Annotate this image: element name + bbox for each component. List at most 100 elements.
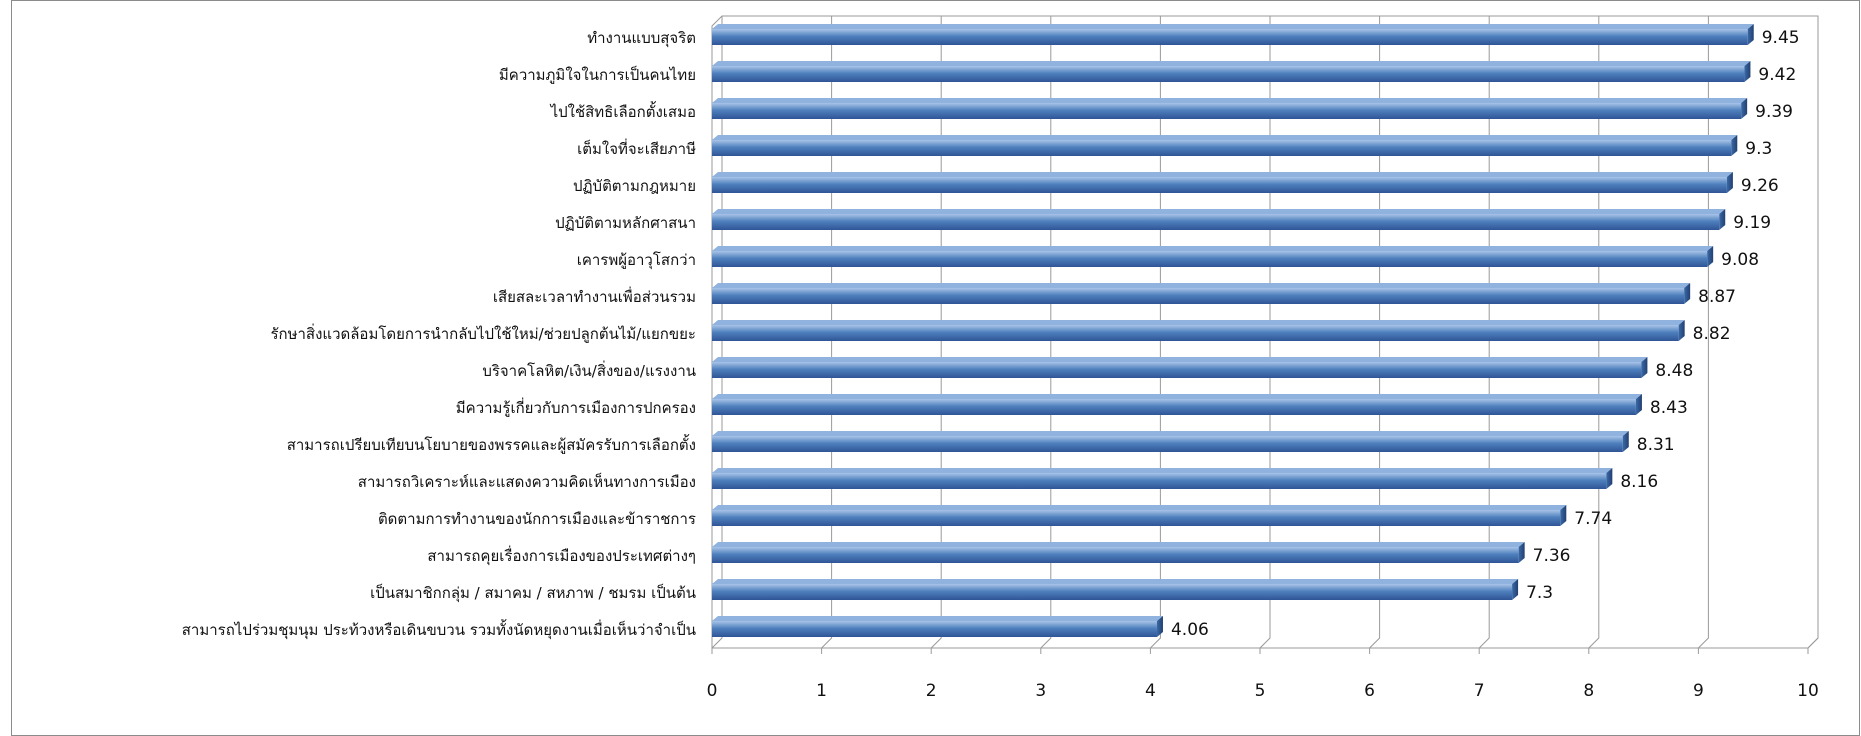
bar-group: 9.45 [712,24,1800,48]
bar-top [712,616,1163,621]
category-label: สามารถคุยเรื่องการเมืองของประเทศต่างๆ [427,545,696,566]
bar-group: 9.26 [712,172,1779,196]
x-tick-label: 4 [1145,681,1156,701]
bar-group: 9.3 [712,135,1772,159]
bar-group: 8.87 [712,283,1736,307]
bar-end [1707,246,1714,267]
category-label: สามารถวิเคราะห์และแสดงความคิดเห็นทางการเ… [358,472,696,491]
x-axis-ticks: 0 1 2 3 4 5 6 7 8 9 10 [707,648,1819,701]
x-tick-label: 3 [1035,681,1046,701]
data-label: 7.3 [1526,583,1553,603]
bar-top [712,98,1748,103]
x-tick-label: 8 [1583,681,1594,701]
category-label: สามารถเปรียบเทียบนโยบายของพรรคและผู้สมัค… [287,434,696,454]
data-label: 9.26 [1741,176,1779,196]
bar [712,214,1720,230]
category-label: เสียสละเวลาทำงานเพื่อส่วนรวม [493,286,696,306]
bar-top [712,505,1567,510]
bar [712,399,1636,415]
bars: 9.45 9.42 9.39 9.3 9.26 9.19 9.08 8.87 8.82 8.48 8… [712,24,1800,640]
category-label: สามารถไปร่วมชุมนุม ประท้วงหรือเดินขบวน ร… [182,619,696,640]
bar [712,288,1685,304]
bar-group: 9.19 [712,209,1771,233]
bar-end [1731,135,1738,156]
data-label: 9.45 [1762,28,1800,48]
x-tick-label: 0 [707,681,718,701]
bar-end [1518,542,1525,563]
bar-end [1678,320,1685,341]
data-label: 4.06 [1171,620,1209,640]
category-label: รักษาสิ่งแวดล้อมโดยการนำกลับไปใช้ใหม่/ช่… [270,323,696,343]
bar [712,436,1623,452]
data-label: 9.42 [1758,65,1796,85]
data-label: 9.39 [1755,102,1793,122]
bar-end [1641,357,1648,378]
category-label: เต็มใจที่จะเสียภาษี [577,138,696,158]
category-label: เคารพผู้อาวุโสกว่า [577,251,696,270]
bar [712,177,1727,193]
bar-end [1719,209,1726,230]
x-tick-label: 10 [1797,681,1819,701]
bar-end [1635,394,1642,415]
bar-top [712,135,1738,140]
bar-group: 9.39 [712,98,1793,122]
category-label: ไปใช้สิทธิเลือกตั้งเสมอ [550,101,696,121]
bar-group: 9.08 [712,246,1759,270]
bar-top [712,283,1691,288]
bar [712,473,1607,489]
bar-group: 8.48 [712,357,1693,381]
category-label: ปฏิบัติตามหลักศาสนา [555,214,696,232]
data-label: 9.19 [1733,213,1771,233]
bar-end [1744,61,1751,82]
bar-group: 8.43 [712,394,1688,418]
x-tick-label: 7 [1474,681,1485,701]
category-label: บริจาคโลหิต/เงิน/สิ่งของ/แรงงาน [482,360,696,380]
bar-top [712,579,1519,584]
data-label: 8.16 [1620,472,1658,492]
bar [712,29,1748,45]
bar [712,510,1561,526]
category-label: ปฏิบัติตามกฎหมาย [573,177,696,195]
x-tick-label: 9 [1693,681,1704,701]
bar [712,621,1157,637]
bar [712,547,1519,563]
data-label: 8.31 [1637,435,1675,455]
bar-top [712,468,1613,473]
bar-group: 9.42 [712,61,1796,85]
bar-group: 8.16 [712,468,1658,492]
bar-end [1560,505,1567,526]
bar-end [1606,468,1613,489]
bar [712,140,1732,156]
data-label: 8.48 [1655,361,1693,381]
bar-top [712,61,1751,66]
bar-group: 8.82 [712,320,1731,344]
bar [712,103,1742,119]
category-label: มีความรู้เกี่ยวกับการเมืองการปกครอง [456,397,696,417]
data-label: 7.36 [1533,546,1571,566]
bar [712,251,1708,267]
bar-top [712,246,1714,251]
bar-group: 8.31 [712,431,1675,455]
data-label: 8.87 [1698,287,1736,307]
bar-end [1512,579,1519,600]
bar-end [1726,172,1733,193]
bar-top [712,357,1648,362]
bar [712,325,1679,341]
data-label: 7.74 [1574,509,1612,529]
bar-group: 7.3 [712,579,1553,603]
bar-top [712,172,1733,177]
bar-end [1622,431,1629,452]
bar-end [1741,98,1748,119]
x-tick-label: 5 [1255,681,1266,701]
bar-group: 7.74 [712,505,1612,529]
bar-top [712,209,1726,214]
bar-end [1684,283,1691,304]
bar-top [712,24,1754,29]
category-label: ทำงานแบบสุจริต [587,29,696,48]
x-tick-label: 6 [1364,681,1375,701]
category-label: มีความภูมิใจในการเป็นคนไทย [499,65,696,84]
gridline [1807,16,1819,649]
bar-group: 4.06 [712,616,1209,640]
bar-end [1747,24,1754,45]
